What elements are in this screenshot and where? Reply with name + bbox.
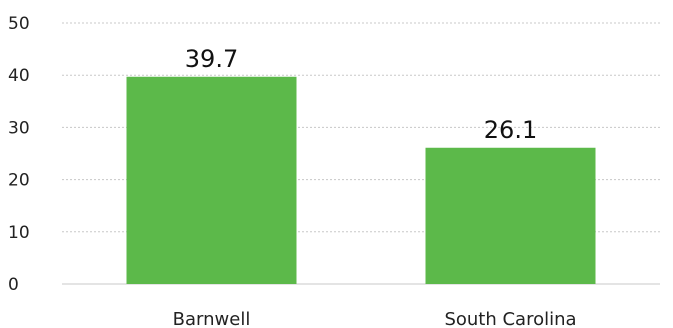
x-axis-categories: Barnwell South Carolina bbox=[173, 309, 577, 328]
bar-barnwell bbox=[126, 76, 297, 285]
y-tick-label: 20 bbox=[8, 171, 30, 191]
data-labels: 39.7 26.1 bbox=[185, 45, 537, 144]
y-tick-label: 10 bbox=[8, 223, 30, 243]
y-axis-ticks: 0 10 20 30 40 50 bbox=[8, 14, 30, 295]
x-category-label: Barnwell bbox=[173, 309, 251, 328]
data-label: 39.7 bbox=[185, 45, 238, 73]
x-category-label: South Carolina bbox=[444, 309, 576, 328]
bar-south-carolina bbox=[425, 147, 596, 284]
y-tick-label: 0 bbox=[8, 275, 19, 295]
y-tick-label: 50 bbox=[8, 14, 30, 34]
y-tick-label: 30 bbox=[8, 118, 30, 138]
bars bbox=[126, 76, 596, 285]
y-tick-label: 40 bbox=[8, 66, 30, 86]
data-label: 26.1 bbox=[484, 116, 537, 144]
